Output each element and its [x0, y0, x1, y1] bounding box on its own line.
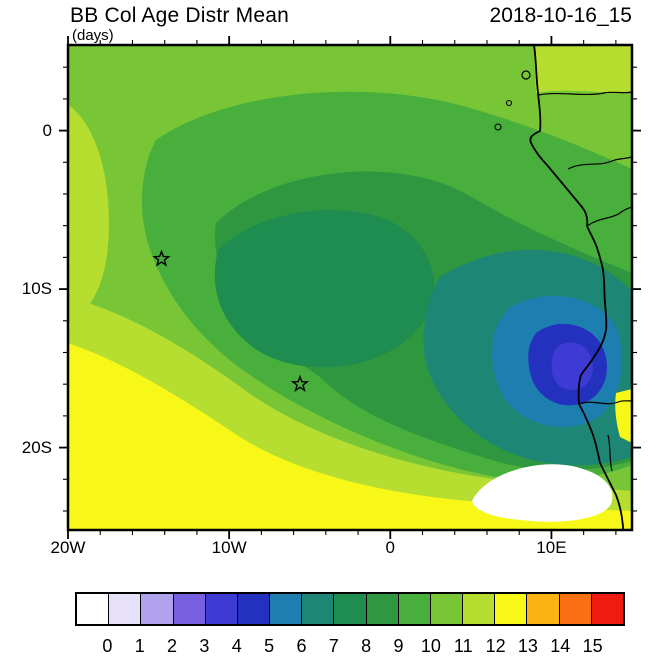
field-region: [534, 45, 632, 93]
field-region: [551, 342, 593, 391]
field-region: [68, 105, 109, 325]
colorbar-cell: [77, 594, 110, 624]
colorbar-label: 3: [199, 636, 210, 656]
coastline: [529, 45, 624, 530]
star-marker: [152, 249, 171, 267]
colorbar-cell: [366, 594, 399, 624]
station-markers: [152, 249, 310, 392]
y-axis: 0 10S 20S: [0, 45, 58, 530]
map-outlines: [494, 45, 632, 530]
island-outline: [505, 99, 513, 107]
colorbar-cell: [270, 594, 303, 624]
field-region: [68, 343, 632, 530]
country-border: [537, 91, 632, 96]
page-title: BB Col Age Distr Mean: [70, 4, 289, 27]
colorbar-cell: [302, 594, 335, 624]
map-plot: [59, 36, 641, 539]
colorbar-label: 1: [134, 636, 145, 656]
colorbar-label: 2: [167, 636, 178, 656]
timestamp-label: 2018-10-16_15: [489, 4, 632, 27]
colorbar-label: 9: [393, 636, 404, 656]
island-outline: [521, 70, 531, 80]
colorbar-label: 14: [550, 636, 571, 656]
colorbar-cell: [237, 594, 271, 624]
colorbar-cell: [205, 594, 238, 624]
colorbar-label: 13: [517, 636, 538, 656]
colorbar-label: 7: [328, 636, 339, 656]
colorbar-label: 15: [582, 636, 603, 656]
lat-tick-label: 0: [42, 120, 52, 140]
colorbar-cell: [334, 594, 367, 624]
colorbar-cell: [430, 594, 464, 624]
field-region: [615, 389, 632, 443]
x-axis: 20W 10W 0 10E: [51, 538, 632, 562]
colorbar-cell: [463, 594, 496, 624]
lon-tick-label: 10W: [211, 538, 247, 557]
contour-field: [68, 45, 632, 530]
colorbar-cell: [398, 594, 431, 624]
colorbar: [75, 592, 625, 626]
colorbar-label: 5: [264, 636, 275, 656]
country-border: [607, 434, 613, 472]
colorbar-label: 4: [231, 636, 242, 656]
colorbar-cell: [559, 594, 592, 624]
colorbar-cell: [173, 594, 206, 624]
plot-frame: [66, 43, 634, 532]
colorbar-label: 0: [102, 636, 113, 656]
star-marker: [290, 374, 310, 392]
field-region: [214, 210, 435, 368]
colorbar-label: 10: [420, 636, 441, 656]
colorbar-label: 6: [296, 636, 307, 656]
country-border: [586, 206, 632, 227]
colorbar-cell: [141, 594, 174, 624]
country-border: [567, 156, 632, 170]
colorbar-cell: [527, 594, 560, 624]
lat-tick-label: 20S: [21, 437, 52, 457]
colorbar-labels: 0 1 2 3 4 5 6 7 8 9 10 11 12 13 14 15: [75, 636, 625, 658]
lon-tick-label: 10E: [536, 538, 567, 557]
colorbar-label: 11: [453, 636, 473, 656]
lat-tick-label: 10S: [21, 279, 52, 299]
colorbar-cell: [495, 594, 528, 624]
lon-tick-label: 20W: [50, 538, 86, 557]
colorbar-label: 8: [361, 636, 372, 656]
lon-tick-label: 0: [385, 538, 396, 557]
units-label: (days): [72, 27, 114, 44]
island-outline: [494, 123, 502, 131]
colorbar-cell: [109, 594, 142, 624]
country-border: [578, 400, 632, 405]
colorbar-label: 12: [485, 636, 506, 656]
colorbar-cell: [591, 594, 623, 624]
field-region: [472, 464, 613, 522]
